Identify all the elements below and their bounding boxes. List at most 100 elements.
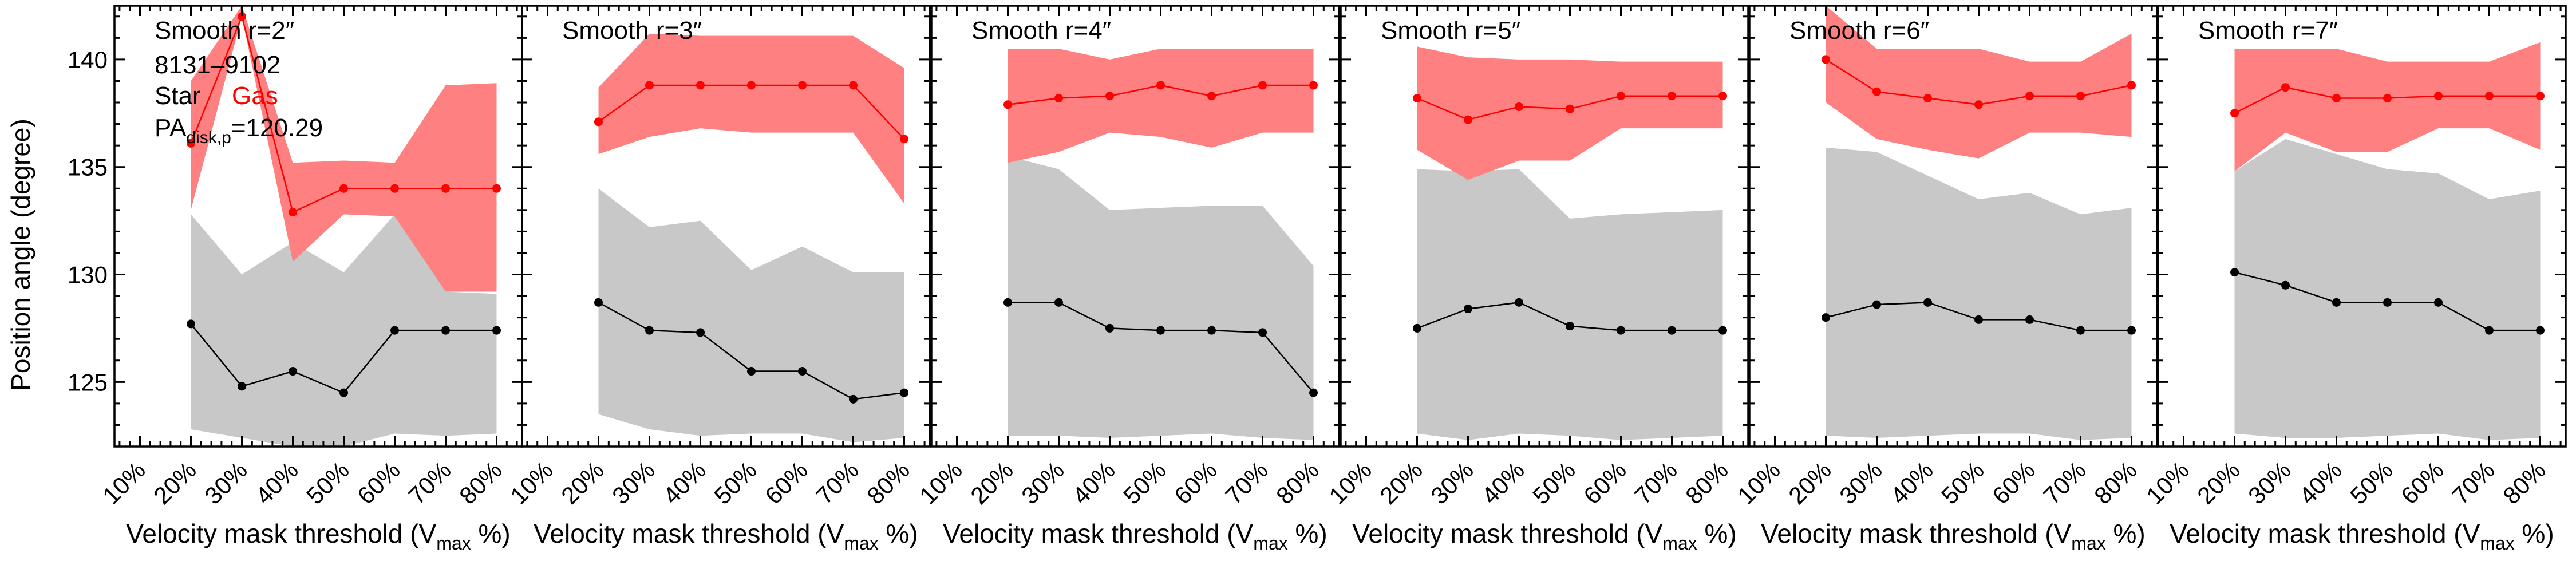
gas-point: [645, 81, 654, 90]
x-tick-label: 10%: [97, 456, 151, 509]
gas-band: [598, 33, 904, 204]
panel-4: 10%20%30%40%50%60%70%80% Smooth r=5″ Veloc…: [1323, 5, 1749, 554]
star-point: [1156, 326, 1165, 335]
panel-title: Smooth r=2″: [155, 17, 294, 45]
star-point: [1872, 300, 1881, 309]
gas-point: [1258, 81, 1267, 90]
star-band: [1826, 147, 2132, 440]
x-tick-label: 80%: [1680, 456, 1733, 509]
star-point: [1718, 326, 1727, 335]
x-tick-label: 30%: [607, 456, 660, 509]
star-point: [1464, 305, 1472, 314]
plot-frame: [521, 5, 931, 448]
x-label-sub: max: [1662, 533, 1697, 554]
x-label-sub: max: [1253, 533, 1287, 554]
x-tick-label: 30%: [1834, 456, 1887, 509]
pa-prefix: PA: [155, 114, 187, 142]
gas-point: [2025, 92, 2034, 101]
x-tick-label: 60%: [1987, 456, 2040, 509]
gas-point: [390, 184, 399, 193]
y-tick-label: 135: [68, 154, 108, 181]
star-point: [2281, 280, 2290, 290]
x-tick-label: 30%: [1016, 456, 1069, 509]
star-point: [1515, 298, 1523, 307]
panel-6: 10%20%30%40%50%60%70%80% Smooth r=7″ Veloc…: [2141, 5, 2567, 554]
star-point: [1207, 326, 1216, 335]
x-label-tail: %): [1697, 519, 1737, 548]
gas-point: [1718, 92, 1727, 101]
y-axis-label: Position angle (degree): [6, 118, 35, 391]
x-tick-label: 60%: [352, 456, 405, 509]
x-tick-label: 60%: [760, 456, 813, 509]
star-point: [1003, 298, 1012, 307]
gas-point: [238, 12, 246, 21]
star-point: [187, 319, 195, 329]
x-tick-label: 70%: [811, 456, 864, 509]
x-tick-label: 10%: [505, 456, 558, 509]
x-label-main: Velocity mask threshold (V: [1761, 519, 2071, 548]
x-tick-label: 10%: [1732, 456, 1785, 509]
star-point: [238, 382, 246, 391]
gas-point: [2485, 92, 2494, 101]
x-tick-label: 50%: [1118, 456, 1171, 509]
x-axis-label: Velocity mask threshold (Vmax %): [126, 519, 510, 554]
x-tick-label: 60%: [1169, 456, 1222, 509]
gas-point: [798, 81, 807, 90]
x-label-main: Velocity mask threshold (V: [534, 519, 844, 548]
x-tick-label: 80%: [2498, 456, 2551, 509]
star-point: [390, 326, 399, 335]
x-axis-label: Velocity mask threshold (Vmax %): [534, 519, 918, 554]
x-tick-label: 50%: [709, 456, 762, 509]
gas-point: [2383, 94, 2392, 103]
star-point: [1822, 313, 1830, 322]
gas-point: [492, 184, 501, 193]
star-point: [1105, 323, 1114, 333]
gas-point: [900, 135, 908, 144]
star-point: [2485, 326, 2494, 335]
star-point: [2127, 326, 2136, 335]
gas-point: [1668, 92, 1676, 101]
panel-1: 125 130 135 140 10%20%30%40%50%60%70%80% Smoo…: [68, 5, 523, 554]
gas-point: [1054, 94, 1063, 103]
panel-title: Smooth r=6″: [1789, 17, 1929, 45]
star-band: [2234, 139, 2541, 440]
x-tick-label: 20%: [556, 456, 609, 509]
x-label-tail: %): [1288, 519, 1327, 548]
plot-area: [1822, 6, 2136, 440]
x-tick-label: 50%: [1936, 456, 1989, 509]
star-point: [1923, 298, 1932, 307]
plot-area: [2230, 42, 2545, 440]
x-tick-label: 70%: [1220, 456, 1273, 509]
x-tick-label: 10%: [1323, 456, 1377, 509]
y-tick-label: 125: [68, 369, 108, 396]
x-label-main: Velocity mask threshold (V: [126, 519, 436, 548]
star-point: [1668, 326, 1676, 335]
x-axis-label: Velocity mask threshold (Vmax %): [943, 519, 1327, 554]
gas-point: [1923, 94, 1932, 103]
plot-area: [1003, 49, 1318, 440]
x-label-sub: max: [2071, 533, 2105, 554]
star-point: [696, 328, 705, 337]
x-tick-label: 80%: [1271, 456, 1324, 509]
star-point: [2230, 268, 2239, 277]
x-tick-label: 20%: [2192, 456, 2245, 509]
star-point: [747, 367, 756, 376]
gas-point: [1105, 92, 1114, 101]
gas-point: [289, 208, 297, 217]
x-tick-label: 70%: [2447, 456, 2500, 509]
star-band: [598, 188, 904, 443]
x-axis-label: Velocity mask threshold (Vmax %): [1761, 519, 2145, 554]
x-tick-label: 40%: [1067, 456, 1120, 509]
gas-point: [747, 81, 756, 90]
x-tick-label: 40%: [250, 456, 303, 509]
panel-5: 10%20%30%40%50%60%70%80% Smooth r=6″ Veloc…: [1732, 5, 2158, 554]
plot-frame: [2157, 5, 2567, 448]
x-label-sub: max: [436, 533, 471, 554]
x-axis-label: Velocity mask threshold (Vmax %): [1352, 519, 1736, 554]
star-point: [441, 326, 450, 335]
gas-point: [1822, 55, 1830, 64]
gas-point: [1974, 100, 1983, 109]
star-point: [2025, 315, 2034, 324]
